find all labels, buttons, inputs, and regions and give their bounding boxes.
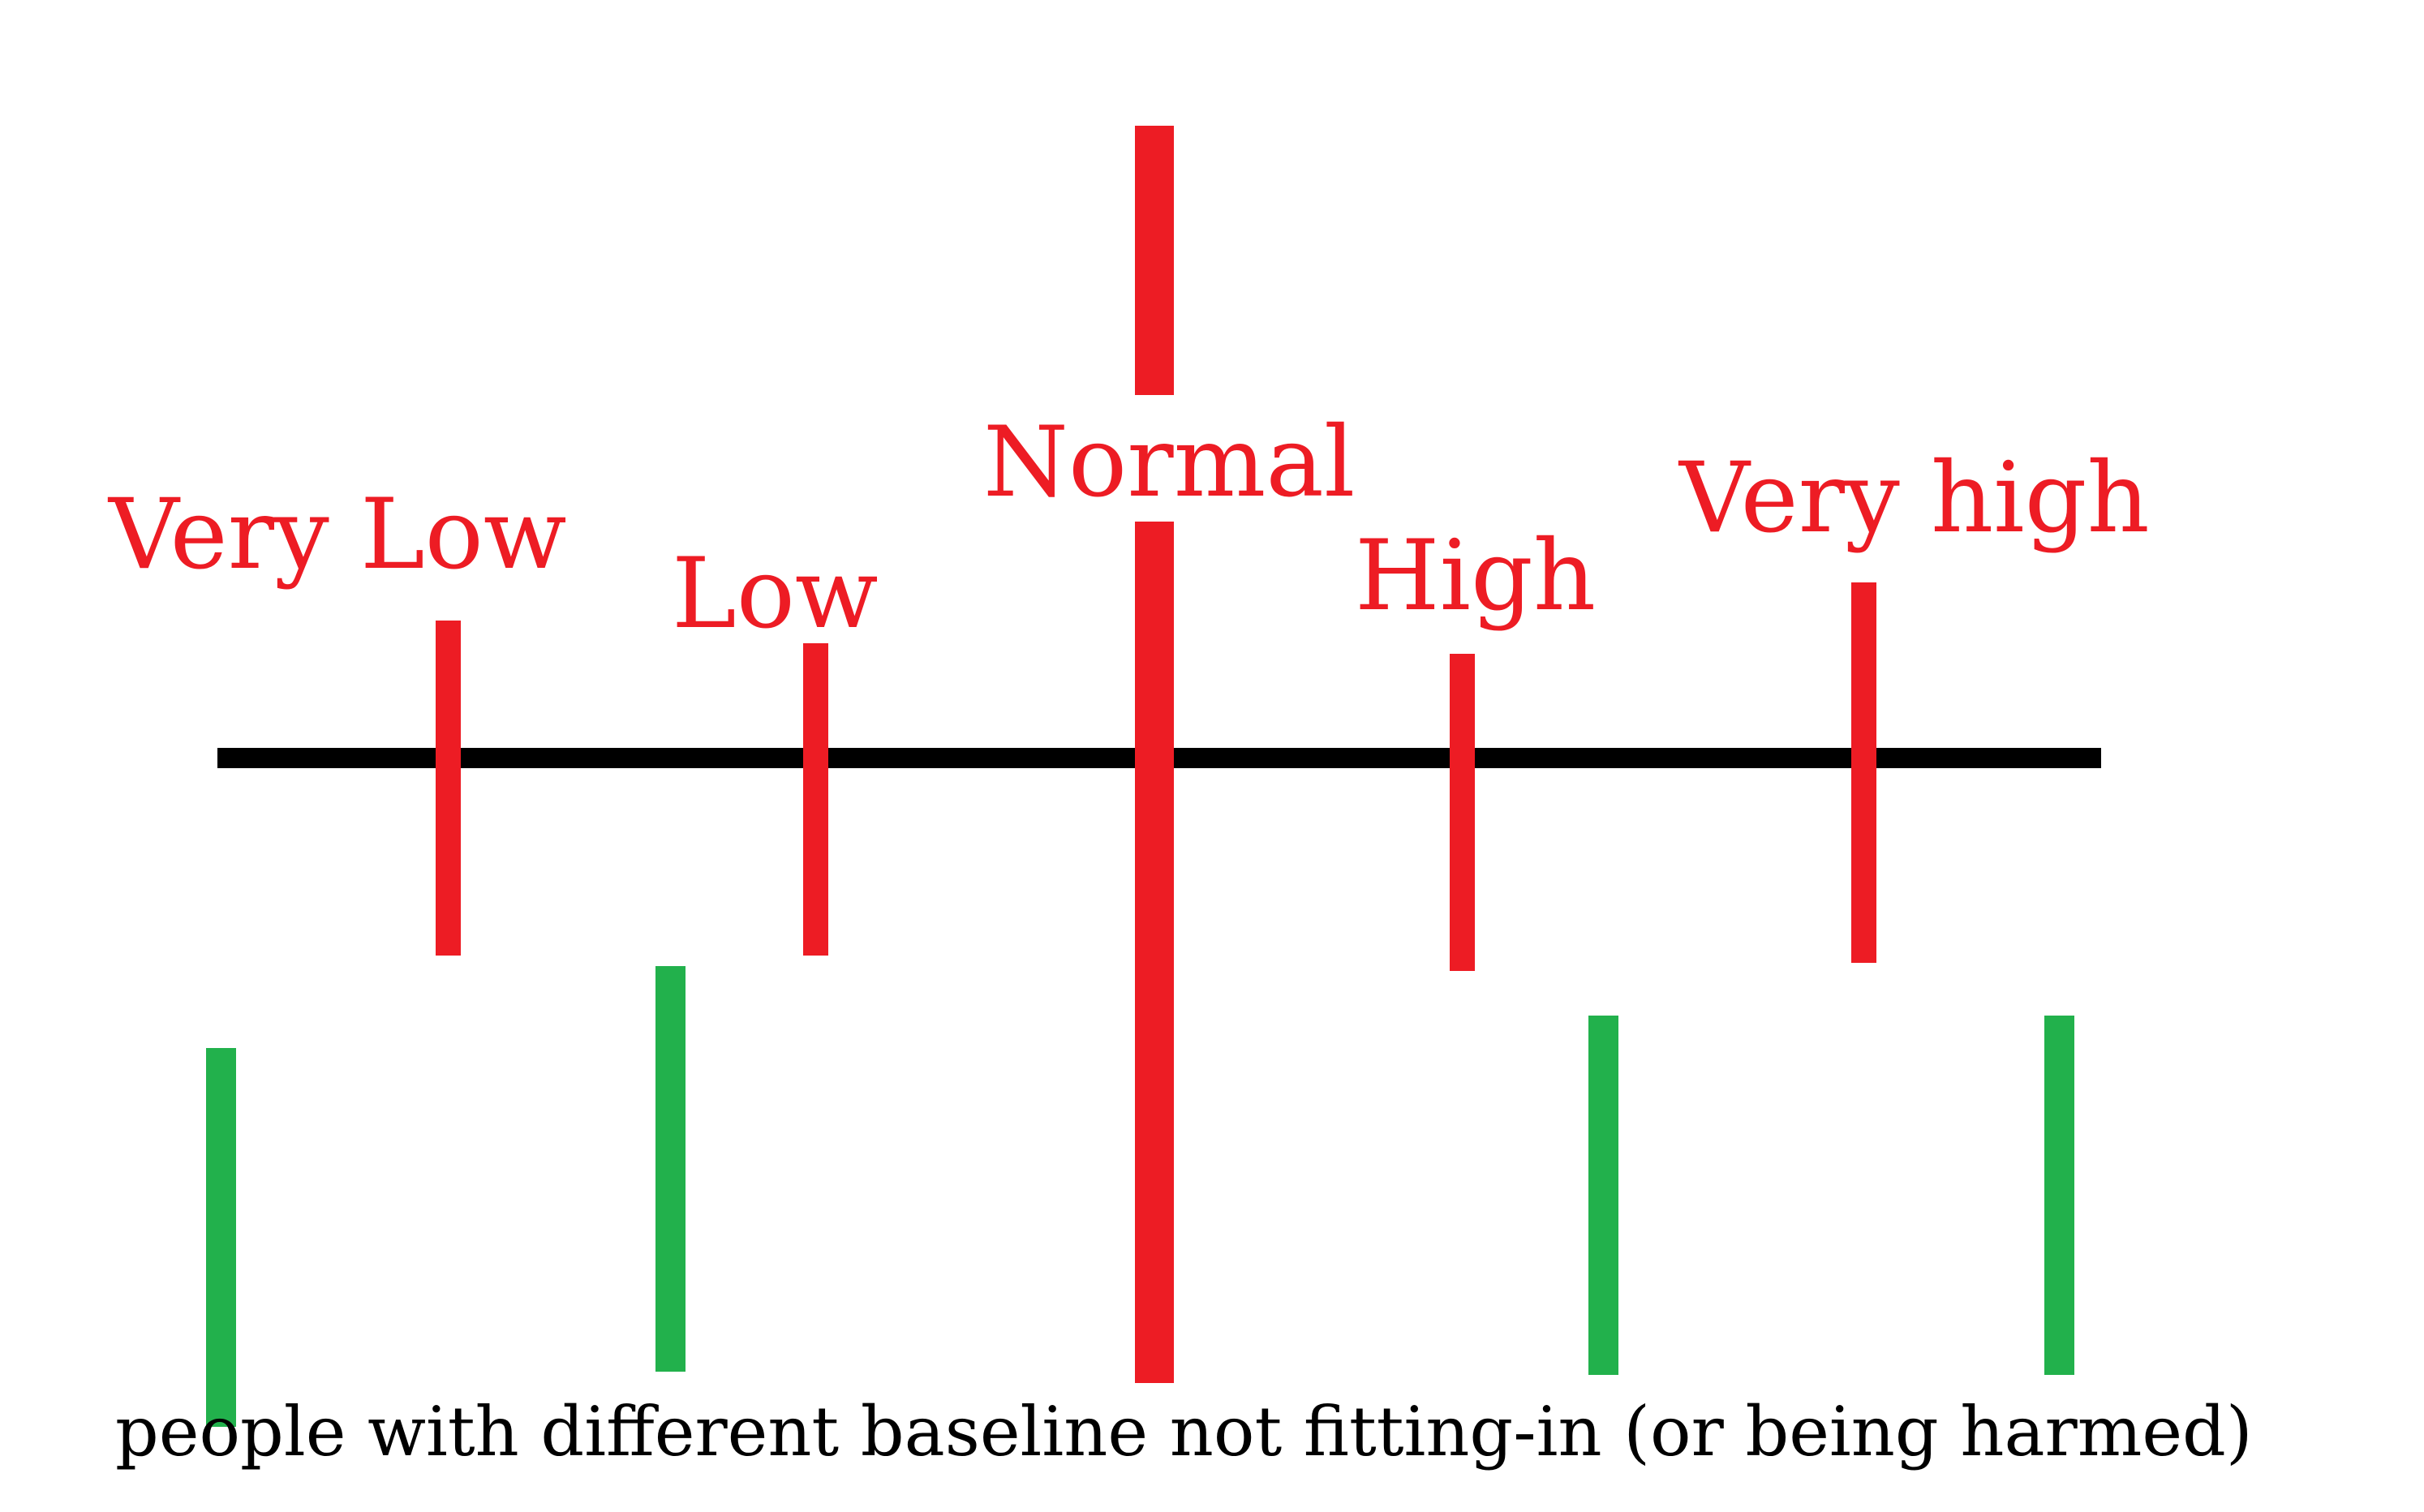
person-bar-1	[206, 1048, 236, 1427]
person-bar-2	[655, 966, 686, 1372]
low-marker	[803, 643, 828, 956]
very-low-label: Very Low	[107, 479, 567, 591]
very-high-marker	[1851, 582, 1876, 963]
high-label: High	[1355, 520, 1596, 633]
caption: people with different baseline not fitti…	[115, 1392, 2253, 1471]
low-label: Low	[672, 538, 879, 651]
person-bar-3	[1588, 1016, 1618, 1375]
normal-marker-lower	[1135, 522, 1174, 1383]
high-marker	[1450, 654, 1475, 971]
normal-label: Normal	[983, 406, 1355, 519]
person-bar-4	[2044, 1016, 2074, 1375]
very-high-label: Very high	[1678, 442, 2150, 555]
normal-marker-upper	[1135, 126, 1174, 395]
very-low-marker	[436, 621, 461, 956]
